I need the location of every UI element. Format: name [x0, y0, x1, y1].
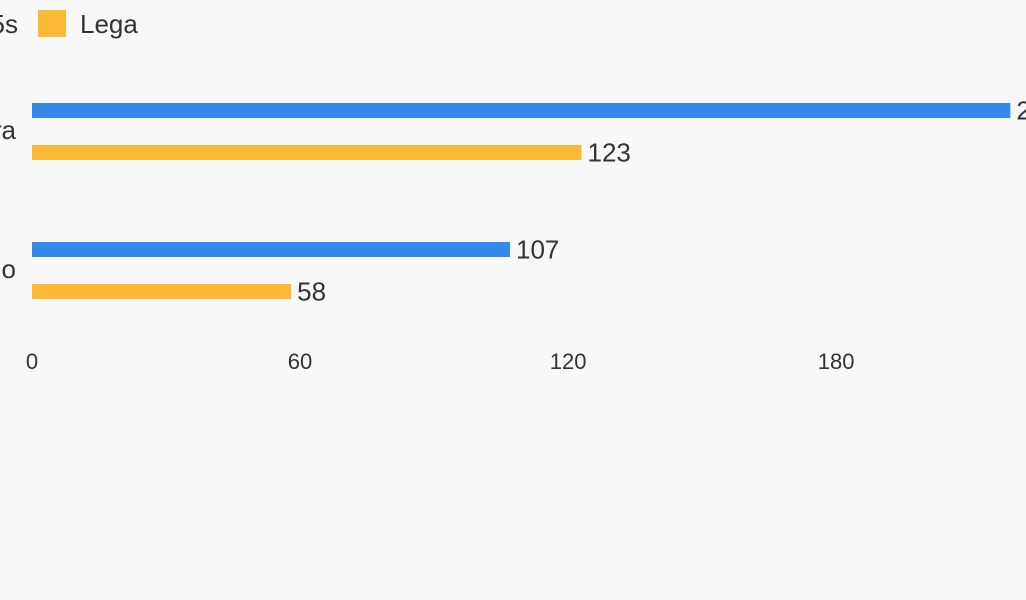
bar — [32, 284, 292, 299]
bar — [32, 145, 582, 160]
x-tick-label: 120 — [550, 349, 587, 374]
value-label: 219 — [1016, 95, 1026, 125]
y-tick-label: ra — [0, 115, 17, 145]
legend-label: Lega — [80, 9, 138, 39]
y-tick-label: o — [2, 254, 16, 284]
bar — [32, 242, 511, 257]
value-label: 123 — [587, 137, 630, 167]
x-tick-label: 60 — [288, 349, 312, 374]
value-label: 107 — [516, 234, 559, 264]
bar — [32, 103, 1011, 118]
legend-swatch — [38, 10, 66, 37]
x-tick-label: 0 — [26, 349, 38, 374]
legend-label: 5s — [0, 9, 18, 39]
x-tick-label: 180 — [818, 349, 855, 374]
value-label: 58 — [297, 276, 326, 306]
